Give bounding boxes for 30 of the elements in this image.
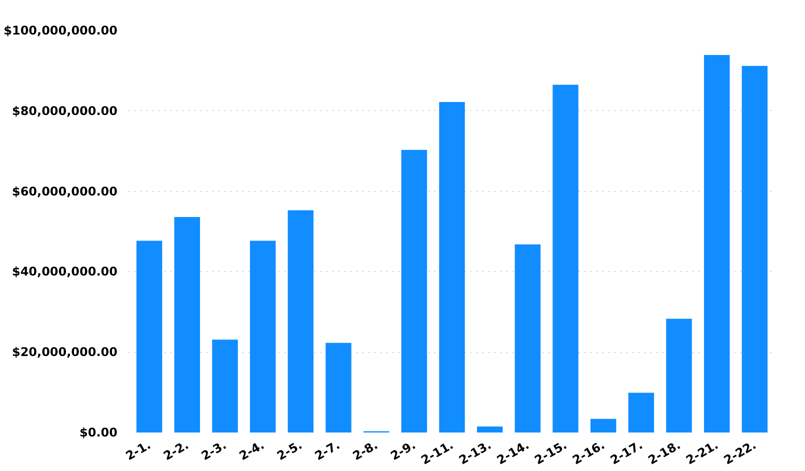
x-tick-label: 2-7. <box>312 438 342 464</box>
y-tick-label: $40,000,000.00 <box>12 264 118 279</box>
bar <box>628 392 654 432</box>
x-tick-label: 2-3. <box>199 438 229 464</box>
x-tick-label: 2-9. <box>388 438 418 464</box>
y-tick-label: $100,000,000.00 <box>4 24 118 38</box>
x-tick-label: 2-2. <box>161 438 191 464</box>
bar <box>704 55 730 432</box>
y-tick-label: $20,000,000.00 <box>12 345 118 360</box>
bar <box>288 210 314 432</box>
bar <box>250 240 276 432</box>
bar <box>439 102 465 432</box>
bar <box>326 342 352 432</box>
bar <box>742 66 768 432</box>
x-tick-label: 2-4. <box>236 438 267 464</box>
bar <box>136 240 162 432</box>
bar <box>552 84 578 432</box>
x-tick-label: 2-1. <box>123 438 154 464</box>
bar <box>476 426 503 432</box>
bar <box>212 340 238 432</box>
bar <box>401 150 428 432</box>
bar <box>514 244 541 432</box>
bar <box>174 217 200 432</box>
y-tick-label: $60,000,000.00 <box>12 184 118 198</box>
x-tick-label: 2-8. <box>350 438 380 464</box>
y-tick-label: $80,000,000.00 <box>12 104 118 118</box>
x-tick-label: 2-5. <box>274 438 304 464</box>
y-tick-label: $0.00 <box>80 426 118 440</box>
bar <box>590 418 616 432</box>
bar <box>666 318 692 432</box>
